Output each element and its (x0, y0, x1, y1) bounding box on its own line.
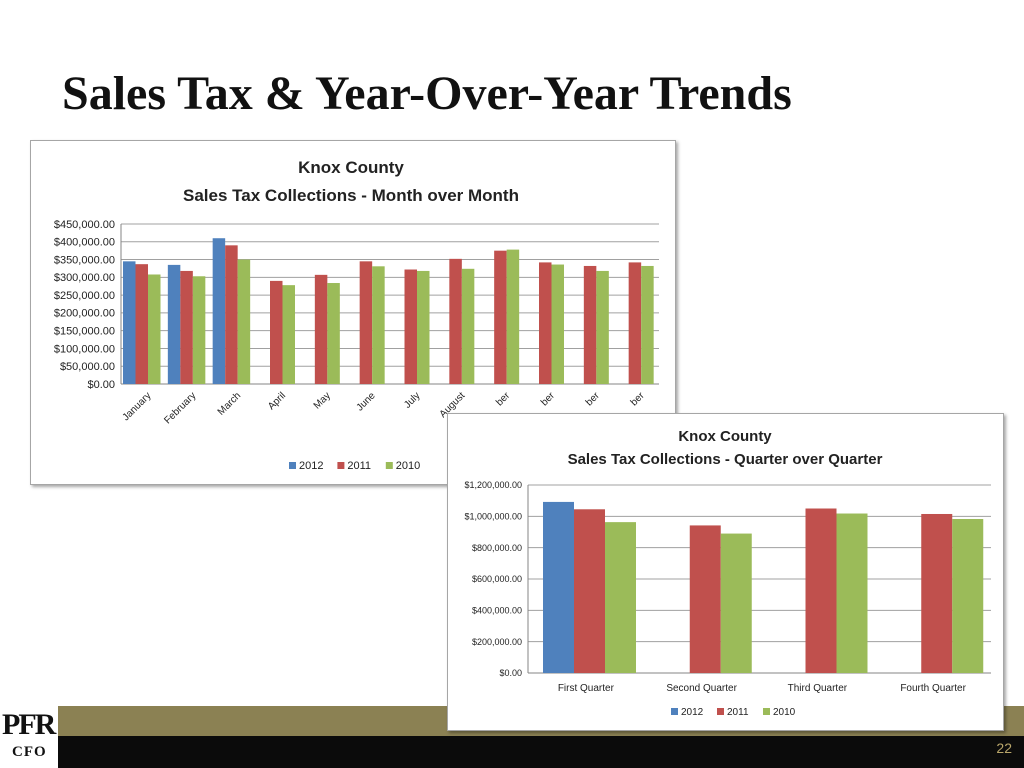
quarterly-bar-2011 (689, 525, 721, 673)
quarterly-legend-swatch-2010 (763, 708, 770, 715)
slide-title: Sales Tax & Year-Over-Year Trends (62, 67, 792, 120)
monthly-y-tick-label: $350,000.00 (54, 254, 115, 266)
quarterly-sales-tax-chart: Knox County Sales Tax Collections - Quart… (447, 413, 1004, 731)
monthly-legend-swatch-2012 (289, 462, 296, 469)
monthly-bar-2011 (539, 262, 552, 384)
monthly-x-tick-label: February (162, 390, 198, 426)
monthly-bar-2011 (135, 264, 148, 384)
logo-text-top: PFR (2, 708, 56, 741)
monthly-bar-2010 (282, 285, 295, 384)
monthly-sales-tax-chart: Knox County Sales Tax Collections - Month… (30, 140, 676, 485)
monthly-bar-2010 (327, 283, 340, 384)
quarterly-x-tick-label: Second Quarter (666, 683, 737, 694)
quarterly-x-tick-label: Fourth Quarter (900, 683, 966, 694)
quarterly-bar-2010 (952, 518, 984, 673)
monthly-x-tick-label: January (121, 390, 154, 423)
monthly-chart-canvas: Knox County Sales Tax Collections - Month… (54, 158, 659, 472)
monthly-bar-2011 (225, 245, 238, 384)
monthly-legend-label: 2012 (299, 460, 323, 472)
quarterly-bar-2010 (836, 513, 868, 673)
footer-bar (58, 736, 1024, 768)
quarterly-y-tick-label: $800,000.00 (472, 543, 522, 553)
quarterly-legend-label: 2011 (727, 707, 749, 718)
monthly-bar-2010 (641, 265, 654, 384)
monthly-x-tick-label: April (266, 390, 288, 412)
monthly-y-tick-label: $100,000.00 (54, 343, 115, 355)
monthly-bar-2011 (270, 280, 283, 384)
monthly-y-tick-label: $250,000.00 (54, 290, 115, 302)
page-number: 22 (996, 740, 1012, 756)
monthly-bar-2011 (628, 262, 642, 384)
quarterly-bar-2012 (543, 501, 574, 673)
monthly-y-tick-label: $0.00 (87, 379, 115, 391)
monthly-legend-swatch-2011 (337, 462, 345, 469)
quarterly-bar-2010 (605, 522, 636, 673)
quarterly-y-tick-label: $1,000,000.00 (464, 511, 522, 521)
quarterly-y-tick-label: $400,000.00 (472, 605, 522, 615)
monthly-bar-2011 (404, 269, 417, 384)
quarterly-legend-label: 2012 (681, 707, 704, 718)
monthly-legend-swatch-2010 (385, 462, 393, 469)
monthly-x-tick-label: ber (539, 390, 557, 408)
monthly-y-tick-label: $150,000.00 (54, 326, 115, 338)
quarterly-y-tick-label: $0.00 (499, 668, 522, 678)
quarterly-x-tick-label: First Quarter (558, 683, 615, 694)
quarterly-bar-2010 (720, 533, 752, 673)
monthly-y-tick-label: $50,000.00 (60, 361, 115, 373)
monthly-y-tick-label: $200,000.00 (54, 308, 115, 320)
monthly-chart-title: Knox County (298, 158, 404, 177)
monthly-bar-2010 (372, 266, 385, 384)
monthly-bar-2010 (417, 270, 430, 384)
monthly-x-tick-label: July (402, 390, 422, 410)
logo-text-bottom: CFO (12, 744, 47, 760)
monthly-bar-2011 (314, 274, 328, 384)
monthly-bar-2010 (506, 249, 520, 384)
monthly-bar-2011 (180, 270, 193, 384)
monthly-x-tick-label: ber (494, 390, 512, 408)
quarterly-legend-label: 2010 (773, 707, 796, 718)
monthly-legend-label: 2010 (396, 460, 420, 472)
monthly-x-tick-label: ber (584, 390, 602, 408)
monthly-y-tick-label: $300,000.00 (54, 272, 115, 284)
monthly-bar-2011 (494, 250, 507, 384)
monthly-x-tick-label: March (216, 390, 243, 417)
monthly-bar-2010 (461, 268, 475, 384)
monthly-x-tick-label: May (312, 390, 333, 411)
quarterly-legend-swatch-2012 (671, 708, 678, 715)
pfr-cfo-logo: PFR CFO (0, 706, 58, 768)
monthly-y-tick-label: $400,000.00 (54, 237, 115, 249)
monthly-bar-2010 (192, 276, 206, 384)
quarterly-chart-canvas: Knox County Sales Tax Collections - Quart… (464, 428, 991, 718)
monthly-bar-2011 (449, 258, 462, 384)
quarterly-y-tick-label: $1,200,000.00 (464, 480, 522, 490)
quarterly-bar-2011 (921, 513, 953, 673)
monthly-bar-2010 (148, 274, 161, 384)
monthly-bar-2011 (583, 265, 597, 384)
quarterly-y-tick-label: $600,000.00 (472, 574, 522, 584)
quarterly-bar-2011 (574, 509, 605, 673)
quarterly-x-tick-label: Third Quarter (788, 683, 848, 694)
quarterly-legend-swatch-2011 (717, 708, 724, 715)
monthly-legend-label: 2011 (347, 460, 371, 472)
monthly-bar-2012 (123, 261, 136, 384)
monthly-x-tick-label: June (355, 390, 378, 413)
monthly-bar-2011 (359, 261, 373, 384)
quarterly-bar-2011 (805, 508, 837, 673)
monthly-chart-subtitle: Sales Tax Collections - Month over Month (183, 186, 519, 205)
monthly-bar-2010 (551, 264, 564, 384)
monthly-bar-2010 (596, 270, 609, 384)
monthly-y-tick-label: $450,000.00 (54, 219, 115, 231)
quarterly-chart-title: Knox County (678, 428, 772, 445)
monthly-bar-2012 (212, 238, 226, 384)
monthly-bar-2010 (237, 259, 251, 384)
monthly-x-tick-label: ber (629, 390, 647, 408)
monthly-bar-2012 (167, 264, 181, 384)
quarterly-chart-subtitle: Sales Tax Collections - Quarter over Qua… (568, 451, 883, 468)
quarterly-y-tick-label: $200,000.00 (472, 637, 522, 647)
